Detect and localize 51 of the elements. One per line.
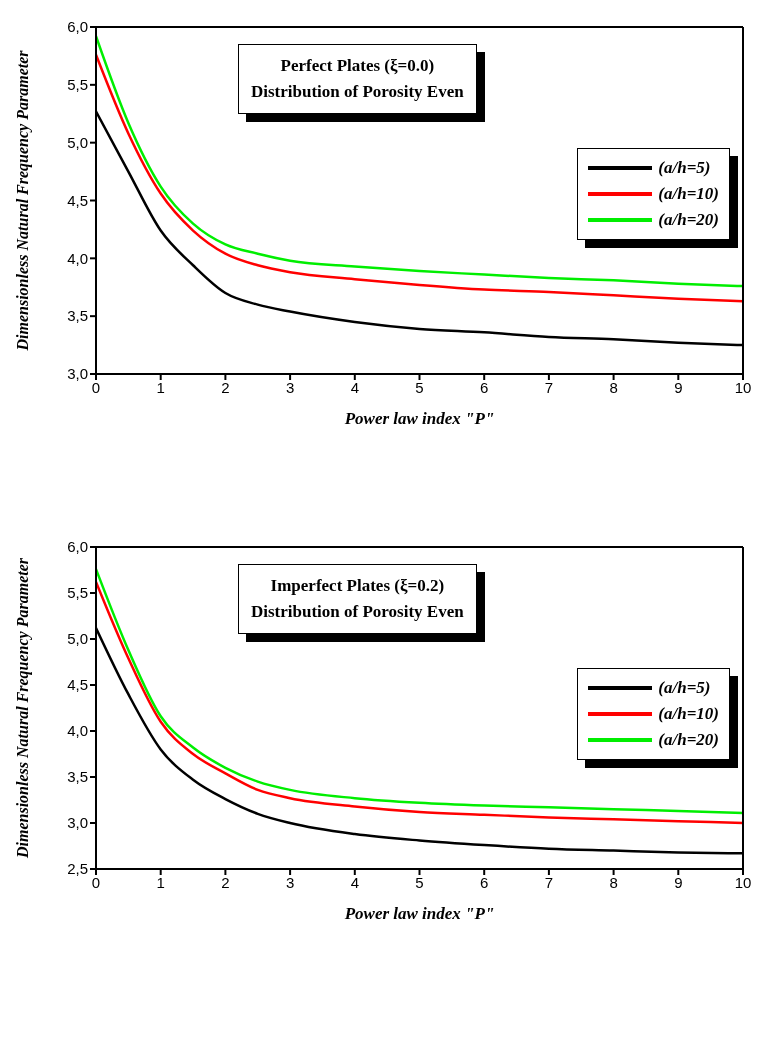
legend-label: (a/h=10) — [658, 184, 719, 204]
y-tick-label: 6,0 — [67, 18, 88, 36]
y-axis-title: Dimensionless Natural Frequency Parameter — [13, 557, 32, 860]
x-tick-label: 10 — [734, 873, 752, 891]
x-tick-label: 6 — [480, 378, 489, 396]
x-tick-label: 4 — [350, 378, 359, 396]
x-tick-label: 8 — [609, 873, 618, 891]
x-tick-label: 7 — [544, 873, 554, 891]
legend-label: (a/h=10) — [658, 704, 719, 724]
x-tick-label: 2 — [221, 873, 230, 891]
y-tick-label: 5,0 — [67, 630, 88, 648]
x-tick-label: 5 — [415, 873, 424, 891]
y-tick-label: 3,0 — [67, 365, 88, 383]
x-tick-label: 0 — [91, 873, 101, 891]
x-tick-label: 10 — [734, 378, 752, 396]
x-tick-label: 9 — [674, 873, 683, 891]
x-axis-title: Power law index "P" — [343, 409, 495, 428]
text: Distribution of Porosity Even — [251, 81, 464, 103]
y-tick-label: 4,0 — [67, 249, 88, 267]
x-tick-label: 1 — [156, 378, 165, 396]
x-tick-label: 3 — [285, 378, 295, 396]
legend-label: (a/h=5) — [658, 158, 711, 178]
x-tick-label: 7 — [544, 378, 554, 396]
y-tick-label: 3,5 — [67, 307, 88, 325]
y-tick-label: 4,5 — [67, 191, 88, 209]
y-tick-label: 3,0 — [67, 814, 88, 832]
y-tick-label: 3,5 — [67, 768, 88, 786]
x-tick-label: 9 — [674, 378, 683, 396]
y-tick-label: 6,0 — [67, 538, 88, 556]
y-tick-label: 5,5 — [67, 584, 88, 602]
legend-label: (a/h=20) — [658, 210, 719, 230]
legend-label: (a/h=20) — [658, 730, 719, 750]
legend-label: (a/h=5) — [658, 678, 711, 698]
text: Perfect Plates (ξ=0.0) — [279, 55, 436, 77]
y-tick-label: 2,5 — [67, 860, 88, 878]
x-tick-label: 3 — [285, 873, 295, 891]
y-tick-label: 4,0 — [67, 722, 88, 740]
x-tick-label: 5 — [415, 378, 424, 396]
y-axis-title: Dimensionless Natural Frequency Parameter — [13, 49, 32, 352]
x-tick-label: 6 — [480, 873, 489, 891]
y-tick-label: 5,5 — [67, 76, 88, 94]
text: Distribution of Porosity Even — [251, 601, 464, 623]
text: Imperfect Plates (ξ=0.2) — [269, 575, 446, 597]
x-tick-label: 4 — [350, 873, 359, 891]
x-tick-label: 8 — [609, 378, 618, 396]
x-tick-label: 1 — [156, 873, 165, 891]
x-axis-title: Power law index "P" — [343, 904, 495, 923]
y-tick-label: 5,0 — [67, 133, 88, 151]
x-tick-label: 2 — [221, 378, 230, 396]
x-tick-label: 0 — [91, 378, 101, 396]
y-tick-label: 4,5 — [67, 676, 88, 694]
